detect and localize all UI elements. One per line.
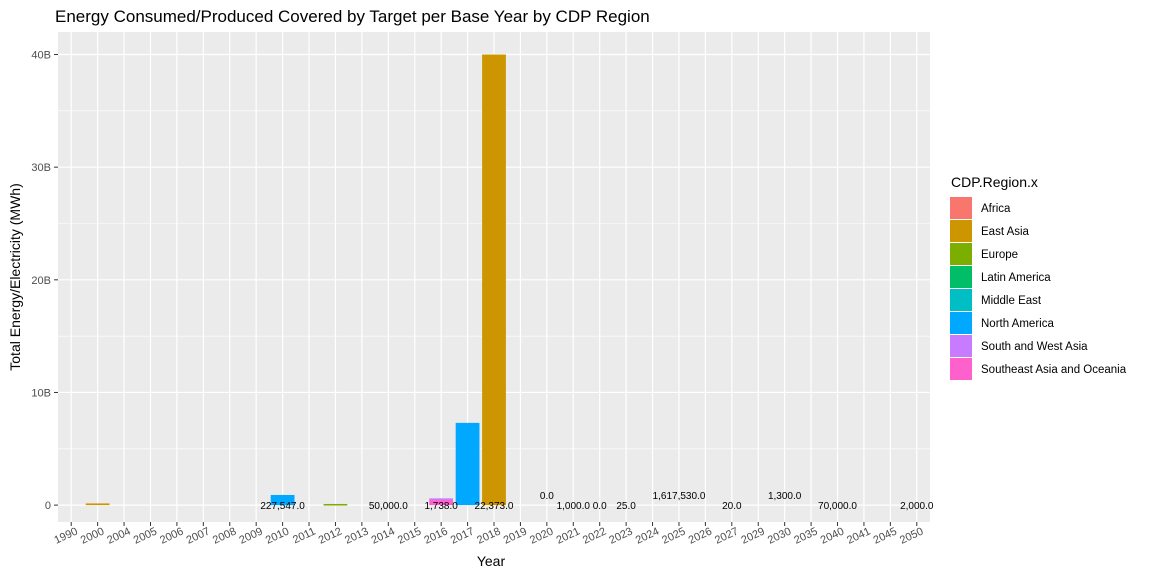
x-tick-label: 2013: [343, 525, 370, 546]
data-label: 0.0: [593, 501, 607, 512]
x-tick-label: 2021: [555, 525, 582, 546]
y-tick-label: 10B: [31, 387, 51, 399]
x-tick-label: 2026: [687, 525, 714, 546]
y-tick-label: 40B: [31, 50, 51, 62]
x-tick-label: 2005: [132, 525, 159, 546]
x-tick-label: 2000: [79, 525, 106, 546]
chart-title: Energy Consumed/Produced Covered by Targ…: [55, 7, 650, 26]
legend-swatch: [950, 266, 972, 288]
bar-2018-east-asia: [482, 54, 506, 506]
x-axis-title: Year: [477, 553, 506, 569]
bar-2017-north-america: [455, 422, 480, 506]
data-label: 2,000.0: [900, 501, 934, 512]
legend-label: Southeast Asia and Oceania: [981, 364, 1127, 376]
x-tick-label: 2018: [475, 525, 502, 546]
legend-swatch: [950, 335, 972, 357]
x-tick-label: 2015: [396, 525, 423, 546]
x-tick-label: 2016: [422, 525, 449, 546]
y-tick-label: 30B: [31, 162, 51, 174]
legend-label: Africa: [981, 203, 1011, 215]
data-label: 50,000.0: [369, 501, 408, 512]
x-tick-label: 2012: [317, 525, 344, 546]
bar-2016-south-and-west-asia: [429, 498, 454, 501]
bar-2010-north-america: [270, 494, 295, 506]
x-tick-label: 2014: [370, 525, 397, 546]
data-label: 1,617,530.0: [653, 491, 706, 502]
legend-swatch: [950, 220, 972, 242]
legend-label: South and West Asia: [981, 341, 1088, 353]
bar-2016-southeast-asia-and-oceania: [429, 500, 454, 506]
bar-2012-europe: [323, 503, 348, 506]
x-tick-label: 2040: [819, 525, 846, 546]
legend-label: Latin America: [981, 272, 1051, 284]
y-axis: 0 10B 20B 30B 40B: [31, 50, 58, 512]
x-tick-label: 2024: [634, 525, 661, 546]
bar-2000-east-asia: [85, 503, 110, 506]
x-tick-label: 2025: [660, 525, 687, 546]
x-tick-label: 2022: [581, 525, 608, 546]
legend-label: North America: [981, 318, 1054, 330]
legend-swatch: [950, 243, 972, 265]
x-tick-label: 2011: [291, 525, 318, 546]
data-label: 20.0: [722, 501, 742, 512]
x-tick-label: 2004: [105, 525, 132, 546]
y-tick-label: 0: [45, 500, 51, 512]
x-tick-label: 2019: [502, 525, 529, 546]
legend-label: Europe: [981, 249, 1018, 261]
data-label: 1,000.0: [557, 501, 591, 512]
x-tick-label: 1990: [52, 525, 79, 546]
x-tick-label: 2007: [185, 525, 212, 546]
data-label: 70,000.0: [818, 501, 857, 512]
legend-swatch: [950, 312, 972, 334]
data-label: 1,300.0: [768, 491, 802, 502]
legend-label: Middle East: [981, 295, 1042, 307]
legend-swatch: [950, 289, 972, 311]
x-tick-label: 2041: [845, 525, 872, 546]
legend-title: CDP.Region.x: [951, 174, 1038, 190]
x-tick-label: 2020: [528, 525, 555, 546]
x-axis: 1990 2000 2004 2005 2006 2007 2008 2009 2010 2011…: [52, 522, 925, 547]
x-tick-label: 2006: [158, 525, 185, 546]
x-tick-label: 2030: [766, 525, 793, 546]
data-label: 1,738.0: [424, 501, 458, 512]
x-tick-label: 2045: [872, 525, 899, 546]
x-tick-label: 2027: [713, 525, 740, 546]
x-tick-label: 2050: [898, 525, 925, 546]
legend-label: East Asia: [981, 226, 1030, 238]
x-tick-label: 2023: [607, 525, 634, 546]
gridlines: [58, 32, 930, 522]
x-tick-label: 2017: [449, 525, 476, 546]
data-label: 22,373.0: [475, 501, 514, 512]
data-label: 227,547.0: [260, 501, 305, 512]
x-tick-label: 2008: [211, 525, 238, 546]
x-tick-label: 2029: [739, 525, 766, 546]
y-axis-title: Total Energy/Electricity (MWh): [7, 183, 23, 370]
legend-swatch: [950, 197, 972, 219]
x-tick-label: 2035: [792, 525, 819, 546]
legend-swatch: [950, 358, 972, 380]
y-tick-label: 20B: [31, 275, 51, 287]
legend: CDP.Region.x Africa East Asia Europe Latin …: [950, 174, 1127, 380]
data-labels: 227,547.0 50,000.0 1,738.0 22,373.0 0.01,000…: [260, 491, 934, 512]
data-label: 0.0: [540, 491, 554, 502]
x-tick-label: 2010: [264, 525, 291, 546]
x-tick-label: 2009: [237, 525, 264, 546]
bars: [85, 54, 506, 506]
data-label: 25.0: [616, 501, 636, 512]
